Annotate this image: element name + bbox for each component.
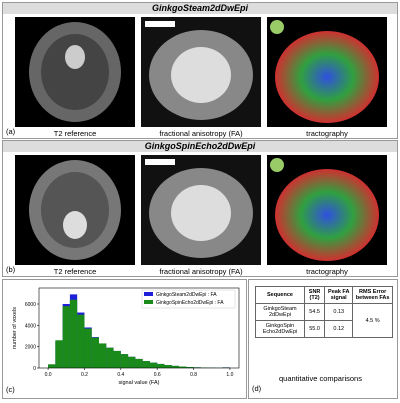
caption: fractional anisotropy (FA) xyxy=(136,267,266,276)
header-cell: Peak FA signal xyxy=(325,287,353,304)
legend-swatch xyxy=(144,292,153,296)
cell: 55.0 xyxy=(304,321,324,338)
header-cell: SNR (T2) xyxy=(304,287,324,304)
header-cell: RMS Error between FAs xyxy=(353,287,393,304)
cell: 0.12 xyxy=(325,321,353,338)
y-axis-label: number of voxels xyxy=(12,307,18,349)
panel-title: GinkgoSpinEcho2dDwEpi xyxy=(3,141,397,152)
panel-b: GinkgoSpinEcho2dDwEpi (b) T2 reference f… xyxy=(2,140,398,277)
header-cell: Sequence xyxy=(256,287,305,304)
t2-image xyxy=(15,155,135,265)
bar xyxy=(128,357,135,368)
caption: quantitative comparisons xyxy=(279,374,362,383)
bar xyxy=(92,338,99,368)
bar xyxy=(114,351,121,368)
tracto-image xyxy=(267,17,387,127)
cell: GinkgoSteam 2dDwEpi xyxy=(256,304,305,321)
y-tick-label: 0 xyxy=(33,366,36,372)
bar xyxy=(157,364,164,368)
panel-a: GinkgoSteam2dDwEpi (a) T2 reference frac… xyxy=(2,2,398,139)
bar xyxy=(135,359,142,368)
cell: 54.5 xyxy=(304,304,324,321)
panel-c: (c) 0 2000 4000 6000 0.0 0.2 0.4 0.6 0.8 1.0 signa… xyxy=(2,279,247,399)
fa-image xyxy=(141,155,261,265)
x-tick-label: 0.6 xyxy=(154,372,161,378)
bar xyxy=(48,364,55,368)
bar xyxy=(164,365,171,368)
x-tick-label: 0.8 xyxy=(190,372,197,378)
fa-image xyxy=(141,17,261,127)
bar xyxy=(63,306,70,368)
panel-title: GinkgoSteam2dDwEpi xyxy=(3,3,397,14)
cell: 0.13 xyxy=(325,304,353,321)
legend-swatch xyxy=(144,300,153,304)
caption: tractography xyxy=(262,267,392,276)
x-tick-label: 0.2 xyxy=(81,372,88,378)
x-tick-label: 0.4 xyxy=(117,372,124,378)
x-tick-label: 0.0 xyxy=(45,372,52,378)
y-tick-label: 2000 xyxy=(25,345,36,351)
y-tick-label: 4000 xyxy=(25,323,36,329)
cell: GinkgoSpin Echo2dDwEpi xyxy=(256,321,305,338)
x-axis-label: signal value (FA) xyxy=(119,380,160,386)
bar xyxy=(150,363,157,368)
bar xyxy=(77,315,84,368)
caption: fractional anisotropy (FA) xyxy=(136,129,266,138)
panel-label: (d) xyxy=(252,384,261,393)
bar xyxy=(99,343,106,368)
x-tick-label: 1.0 xyxy=(226,372,233,378)
caption: T2 reference xyxy=(10,267,140,276)
tracto-image xyxy=(267,155,387,265)
bar xyxy=(121,354,128,368)
caption: tractography xyxy=(262,129,392,138)
panel-label: (c) xyxy=(6,385,15,394)
bar xyxy=(172,366,179,368)
t2-image xyxy=(15,17,135,127)
legend-label: GinkgoSteam2dDwEpi : FA xyxy=(156,292,217,298)
legend-label: GinkgoSpinEcho2dDwEpi : FA xyxy=(156,300,224,306)
bar xyxy=(55,340,62,368)
bar xyxy=(84,329,91,368)
cell: 4.5 % xyxy=(353,304,393,338)
y-tick-label: 6000 xyxy=(25,302,36,308)
bar xyxy=(70,300,77,368)
bar xyxy=(143,361,150,368)
histogram: (c) 0 2000 4000 6000 0.0 0.2 0.4 0.6 0.8 1.0 signa… xyxy=(3,280,246,398)
caption: T2 reference xyxy=(10,129,140,138)
bar xyxy=(106,348,113,368)
